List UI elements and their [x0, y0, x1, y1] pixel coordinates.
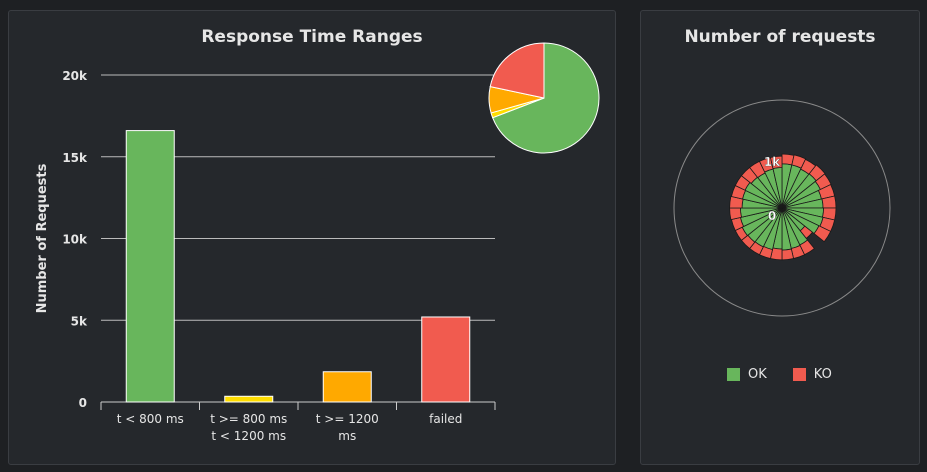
polar-bar-ko — [781, 248, 795, 261]
outer-circle — [673, 99, 891, 317]
polar-bar-ko — [729, 207, 742, 221]
y-tick-label: 20k — [62, 69, 88, 83]
response-time-ranges-panel: Response Time Ranges 0 5k 10k 15k 20k Number … — [8, 10, 616, 465]
bar — [421, 316, 471, 403]
bar — [224, 395, 274, 403]
y-tick-label: 0 — [79, 396, 87, 410]
x-tick-label: failed — [429, 412, 462, 426]
number-of-requests-panel: Number of requests 0 1k OK KO — [640, 10, 920, 465]
legend-swatch-ok — [727, 368, 740, 381]
polar-bar-ko — [791, 154, 807, 169]
x-tick-label: t < 1200 ms — [211, 429, 286, 443]
response-time-bar-chart: 0 5k 10k 15k 20k Number of Requests t < 800 ms… — [35, 42, 600, 443]
pie-slice — [492, 42, 600, 154]
x-tick-label: ms — [338, 429, 356, 443]
pie-slice — [489, 42, 545, 99]
y-tick-label: 5k — [71, 314, 88, 328]
y-axis-label: Number of Requests — [35, 163, 50, 313]
legend-label-ko[interactable]: KO — [813, 367, 832, 382]
polar-bar-ko — [814, 173, 832, 191]
chart-title: Number of requests — [684, 27, 876, 47]
y-tick-label: 15k — [62, 151, 88, 165]
polar-bar-ko — [729, 195, 744, 209]
bar — [125, 130, 175, 403]
x-tick-label: t < 800 ms — [117, 412, 184, 426]
requests-polar-chart: 0 1k — [673, 99, 891, 317]
polar-bar-ko — [769, 155, 783, 169]
bar — [322, 371, 372, 403]
y-tick-label: 10k — [62, 233, 88, 247]
chart-title: Response Time Ranges — [201, 27, 423, 47]
x-tick-label: t >= 1200 — [316, 412, 379, 426]
radial-tick-label: 1k — [764, 155, 781, 169]
polar-bar-ko — [813, 225, 832, 243]
legend-label-ok[interactable]: OK — [748, 367, 767, 382]
x-tick-label: t >= 800 ms — [210, 412, 287, 426]
legend: OK KO — [727, 367, 832, 382]
radial-tick-label: 0 — [768, 209, 776, 223]
legend-swatch-ko — [792, 368, 806, 381]
